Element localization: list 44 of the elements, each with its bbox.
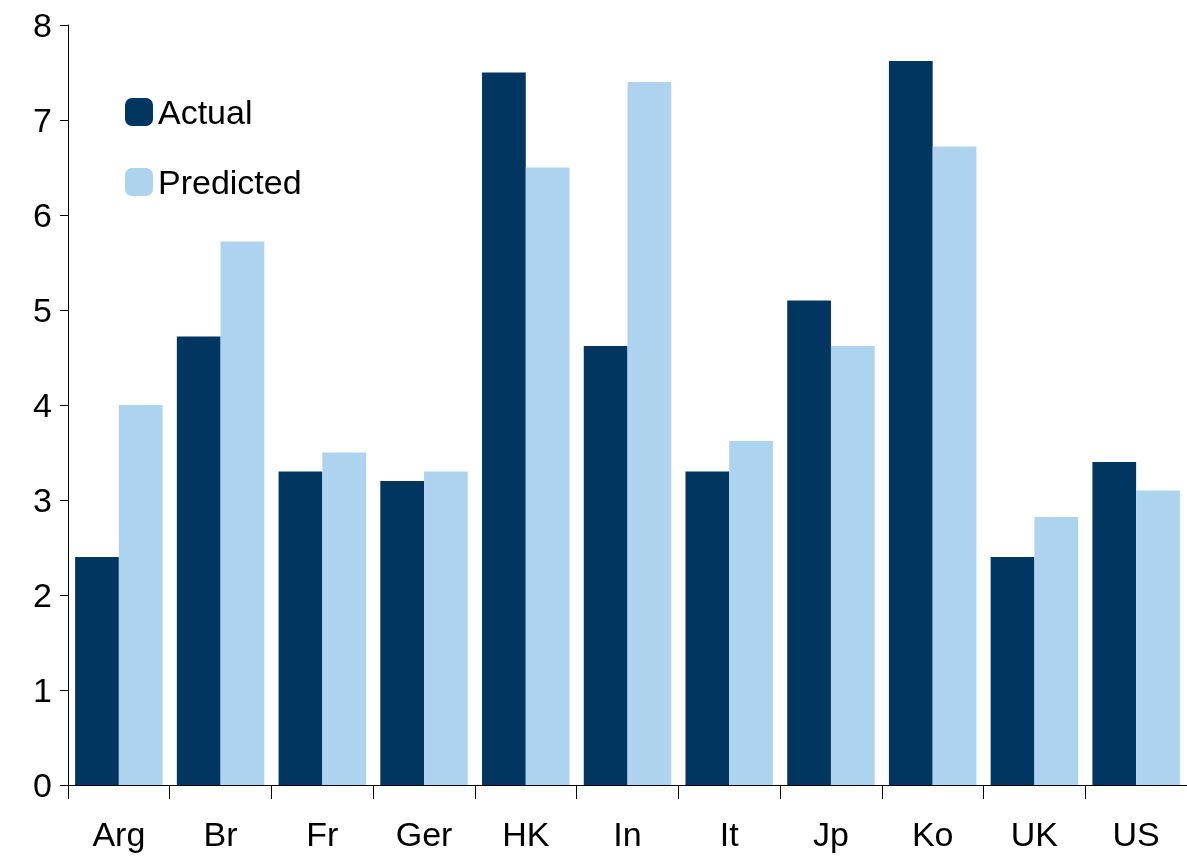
x-tick-label: Ger [395, 815, 453, 853]
bar [787, 300, 831, 785]
bar [176, 336, 221, 785]
bar [830, 346, 875, 785]
bar [220, 241, 265, 785]
y-tick-label: 1 [33, 671, 52, 709]
bar [1034, 517, 1079, 785]
x-tick-label: In [613, 815, 642, 853]
x-tick-label: Jp [812, 815, 849, 853]
bar [627, 82, 672, 785]
bar [525, 167, 570, 785]
bar [685, 471, 730, 785]
bar [1136, 490, 1180, 785]
y-tick-label: 4 [33, 386, 52, 424]
bar [118, 405, 163, 785]
y-tick-label: 3 [33, 481, 52, 519]
bar [932, 146, 977, 785]
x-tick-label: HK [502, 815, 550, 853]
x-tick-label: Arg [92, 815, 146, 853]
bar [990, 557, 1035, 785]
bar [424, 471, 468, 785]
bar [380, 481, 425, 785]
y-tick-label: 8 [33, 6, 52, 44]
bar [1092, 462, 1137, 785]
legend-label: Actual [158, 93, 253, 131]
x-tick-label: It [719, 815, 740, 853]
bar [75, 557, 119, 785]
x-tick-label: UK [1010, 815, 1059, 853]
bar [278, 471, 323, 785]
x-tick-label: Fr [306, 815, 339, 853]
legend-label: Predicted [158, 163, 302, 201]
y-tick-label: 5 [33, 291, 52, 329]
x-tick-label: US [1112, 815, 1160, 853]
bar [729, 441, 773, 785]
y-tick-label: 2 [33, 576, 52, 614]
x-tick-label: Ko [911, 815, 954, 853]
x-tick-label: Br [203, 815, 238, 853]
bar [482, 72, 526, 785]
bar [322, 452, 367, 785]
bar [583, 346, 628, 785]
y-tick-label: 7 [33, 101, 52, 139]
y-tick-label: 6 [33, 196, 52, 234]
y-tick-label: 0 [33, 766, 52, 804]
bar [888, 61, 933, 785]
